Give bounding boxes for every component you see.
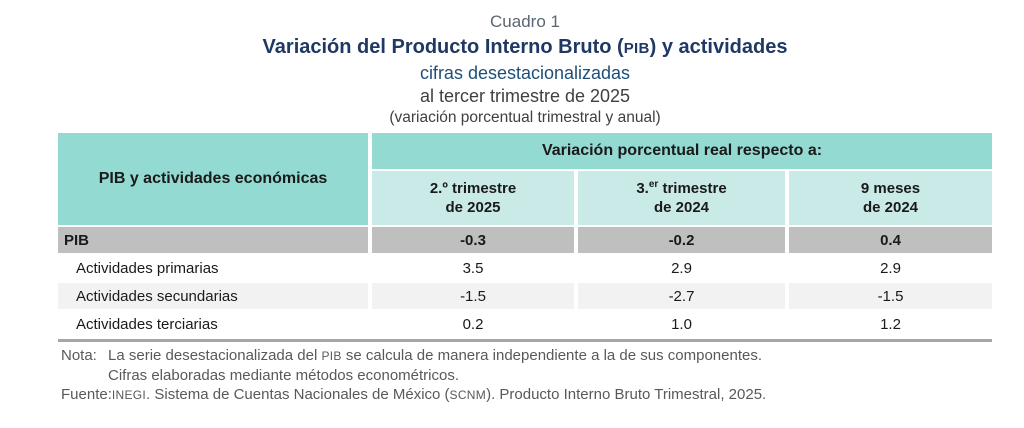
- value-primarias-q3-2024: 2.9: [671, 259, 692, 277]
- column-header-9-months-2024-line2: de 2024: [862, 199, 919, 216]
- note-text-1-post: se calcula de manera independiente a la …: [341, 347, 763, 364]
- value-terciarias-q2-2025: 0.2: [462, 315, 484, 333]
- note-text-1-pre: La serie desestacionalizada del: [108, 347, 322, 364]
- column-header-q2-2025-line1-post: trimestre: [447, 180, 517, 197]
- column-header-q2-2025: 2.º trimestre de 2025: [372, 171, 574, 225]
- row-label-actividades-primarias: Actividades primarias: [76, 259, 219, 277]
- source-line: Fuente: INEGI. Sistema de Cuentas Nacion…: [61, 385, 1001, 405]
- page-title: Variación del Producto Interno Bruto (PI…: [58, 34, 992, 62]
- note-label-spacer: [61, 366, 108, 385]
- page-title-post: ) y actividades: [649, 36, 788, 58]
- header-block: Cuadro 1 Variación del Producto Interno …: [58, 10, 992, 128]
- page-root: Cuadro 1 Variación del Producto Interno …: [0, 10, 1024, 428]
- value-pib-q2-2025: -0.3: [372, 227, 574, 253]
- source-text-post: ). Producto Interno Bruto Trimestral, 20…: [486, 386, 767, 403]
- column-header-9-months-2024-line1-pre: 9 meses: [860, 180, 921, 197]
- note-label: Nota:: [61, 347, 97, 364]
- value-secundarias-q3-2024: -2.7: [578, 283, 785, 309]
- subtitle-period: al tercer trimestre de 2025: [419, 86, 631, 106]
- note-line-1: Nota: La serie desestacionalizada del PI…: [61, 346, 1001, 366]
- column-header-q3-2024: 3.er trimestre de 2024: [578, 171, 785, 225]
- subtitle-variation-note: (variación porcentual trimestral y anual…: [389, 109, 661, 126]
- source-inegi-acronym: INEGI: [111, 388, 147, 402]
- stub-header-cell: PIB y actividades económicas: [58, 133, 368, 225]
- value-primarias-q2-2025: 3.5: [462, 259, 484, 277]
- page-title-acronym: PIB: [623, 40, 650, 57]
- row-label-actividades-secundarias: Actividades secundarias: [58, 283, 368, 309]
- note-pib-acronym: PIB: [321, 349, 342, 363]
- source-text-mid: . Sistema de Cuentas Nacionales de Méxic…: [146, 386, 450, 403]
- value-terciarias-9-months-2024: 1.2: [880, 315, 901, 333]
- value-primarias-9-months-2024: 2.9: [880, 259, 901, 277]
- note-text-2: Cifras elaboradas mediante métodos econo…: [108, 367, 460, 384]
- column-header-q2-2025-line2: de 2025: [445, 199, 501, 216]
- column-header-q3-2024-line1-pre: 3.: [636, 180, 649, 197]
- cuadro-label: Cuadro 1: [490, 12, 560, 31]
- source-text: INEGI. Sistema de Cuentas Nacionales de …: [112, 385, 766, 405]
- column-header-9-months-2024: 9 meses de 2024: [789, 171, 992, 225]
- value-secundarias-q2-2025: -1.5: [372, 283, 574, 309]
- column-header-q2-2025-line1-pre: 2.º: [429, 180, 448, 197]
- column-header-q3-2024-line1-post: trimestre: [658, 180, 727, 197]
- source-scnm-acronym: SCNM: [449, 388, 487, 402]
- note-text-1: La serie desestacionalizada del PIB se c…: [108, 346, 762, 366]
- column-header-q3-2024-line2: de 2024: [653, 199, 710, 216]
- value-pib-q3-2024: -0.2: [578, 227, 785, 253]
- subtitle-seasonally-adjusted: cifras desestacionalizadas: [419, 63, 631, 83]
- column-header-q3-2024-sup: er: [648, 179, 659, 190]
- note-line-2: Cifras elaboradas mediante métodos econo…: [61, 366, 1001, 385]
- value-secundarias-9-months-2024: -1.5: [789, 283, 992, 309]
- source-label: Fuente:: [61, 386, 112, 403]
- row-label-actividades-terciarias: Actividades terciarias: [76, 315, 218, 333]
- table-bottom-rule: [58, 339, 992, 342]
- value-pib-9-months-2024: 0.4: [789, 227, 992, 253]
- value-terciarias-q3-2024: 1.0: [671, 315, 692, 333]
- page-title-pre: Variación del Producto Interno Bruto (: [262, 36, 624, 58]
- row-label-pib: PIB: [58, 227, 368, 253]
- footnotes-block: Nota: La serie desestacionalizada del PI…: [61, 346, 1001, 405]
- gdp-variation-table: PIB y actividades económicas Variación p…: [58, 133, 992, 337]
- group-header-cell: Variación porcentual real respecto a:: [372, 133, 992, 169]
